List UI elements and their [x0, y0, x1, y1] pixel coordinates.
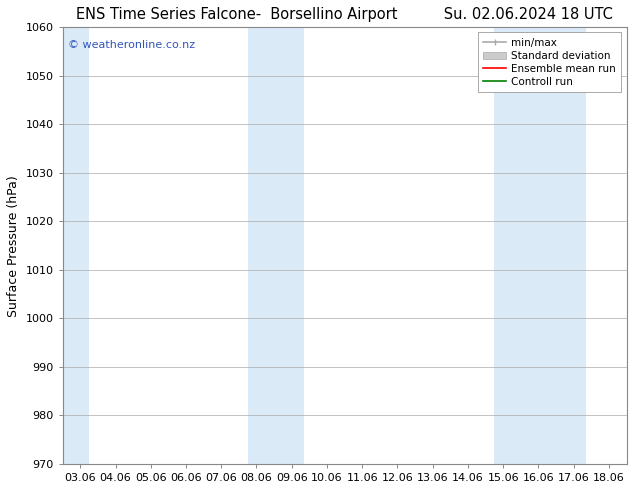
Title: ENS Time Series Falcone-  Borsellino Airport          Su. 02.06.2024 18 UTC: ENS Time Series Falcone- Borsellino Airp… — [76, 7, 613, 22]
Bar — [248, 27, 304, 464]
Bar — [63, 27, 89, 464]
Bar — [495, 27, 586, 464]
Text: © weatheronline.co.nz: © weatheronline.co.nz — [68, 40, 195, 50]
Legend: min/max, Standard deviation, Ensemble mean run, Controll run: min/max, Standard deviation, Ensemble me… — [478, 32, 621, 92]
Y-axis label: Surface Pressure (hPa): Surface Pressure (hPa) — [7, 175, 20, 317]
